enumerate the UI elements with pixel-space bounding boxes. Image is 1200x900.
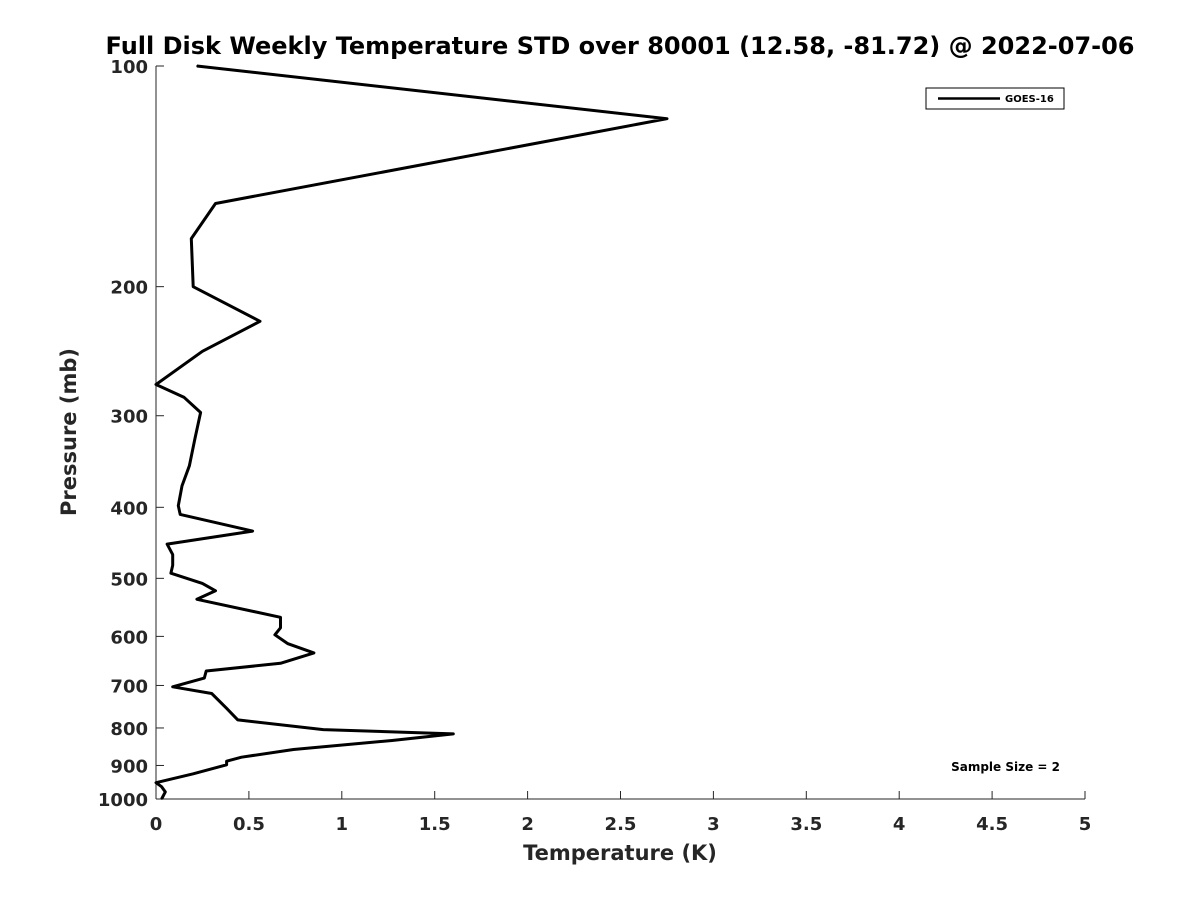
- data-point: [171, 564, 174, 567]
- data-point: [181, 485, 183, 487]
- data-point: [171, 553, 174, 556]
- data-point: [199, 411, 202, 414]
- data-point: [279, 616, 282, 619]
- x-tick-label: 0.5: [233, 814, 265, 835]
- data-point: [205, 670, 207, 672]
- data-point: [391, 739, 393, 742]
- data-point: [188, 464, 191, 467]
- data-point: [225, 760, 228, 762]
- data-point: [201, 350, 204, 353]
- series-layer: [154, 64, 669, 800]
- data-point: [171, 686, 174, 688]
- data-point: [313, 652, 315, 654]
- data-point: [166, 543, 168, 545]
- data-point: [179, 513, 181, 516]
- y-axis-ticks: 100 200 300 400 500 600 700 800 900 1000: [98, 57, 164, 811]
- y-tick-label: 700: [110, 676, 148, 697]
- data-point: [225, 707, 228, 710]
- data-point: [287, 642, 289, 645]
- data-point: [170, 572, 172, 574]
- x-tick-label: 3.5: [790, 814, 822, 835]
- x-tick-label: 2: [521, 814, 534, 835]
- data-point: [183, 396, 185, 399]
- data-point: [160, 785, 163, 788]
- data-point: [203, 677, 206, 679]
- y-tick-label: 400: [110, 498, 148, 519]
- data-point: [155, 383, 157, 386]
- data-point: [279, 627, 282, 629]
- data-point: [274, 634, 276, 636]
- x-tick-label: 3: [707, 814, 720, 835]
- y-tick-label: 800: [110, 719, 148, 740]
- data-point: [259, 320, 261, 323]
- x-tick-label: 2.5: [605, 814, 637, 835]
- data-point: [160, 798, 163, 800]
- data-point: [225, 764, 228, 766]
- data-point: [214, 590, 217, 592]
- sample-size-annotation: Sample Size = 2: [951, 760, 1060, 774]
- y-tick-label: 300: [110, 407, 148, 428]
- data-point: [452, 733, 455, 735]
- x-tick-label: 4.5: [976, 814, 1008, 835]
- y-tick-label: 900: [110, 756, 148, 777]
- legend: GOES-16: [925, 87, 1065, 110]
- data-point: [292, 748, 295, 751]
- x-tick-label: 1: [336, 814, 349, 835]
- data-point: [666, 117, 668, 120]
- data-point: [322, 728, 325, 731]
- data-point: [279, 662, 282, 665]
- data-point: [177, 504, 180, 507]
- data-point: [155, 781, 157, 784]
- y-tick-label: 1000: [98, 790, 148, 811]
- y-tick-label: 200: [110, 278, 148, 299]
- data-point: [192, 285, 194, 288]
- data-point: [210, 692, 213, 695]
- x-tick-label: 4: [893, 814, 906, 835]
- legend-label-goes-16: GOES-16: [1005, 94, 1054, 105]
- y-tick-label: 100: [110, 57, 148, 78]
- x-tick-label: 1.5: [419, 814, 451, 835]
- data-point: [214, 202, 217, 205]
- data-point: [192, 773, 194, 775]
- data-point: [164, 791, 167, 793]
- x-tick-label: 5: [1079, 814, 1092, 835]
- y-tick-label: 600: [110, 627, 148, 648]
- y-axis-label: Pressure (mb): [57, 348, 81, 516]
- x-tick-label: 0: [150, 814, 163, 835]
- data-point: [196, 598, 198, 601]
- data-point: [201, 582, 204, 585]
- x-axis-ticks: 0 0.5 1 1.5 2 2.5 3 3.5 4 4.5 5: [150, 791, 1092, 835]
- data-point: [237, 719, 239, 721]
- chart-title: Full Disk Weekly Temperature STD over 80…: [106, 32, 1135, 60]
- data-point: [251, 530, 254, 532]
- x-axis-label: Temperature (K): [523, 841, 717, 865]
- data-point: [194, 437, 196, 440]
- data-point: [196, 65, 198, 67]
- data-point: [240, 756, 243, 758]
- data-point: [190, 237, 193, 240]
- y-tick-label: 500: [110, 569, 148, 590]
